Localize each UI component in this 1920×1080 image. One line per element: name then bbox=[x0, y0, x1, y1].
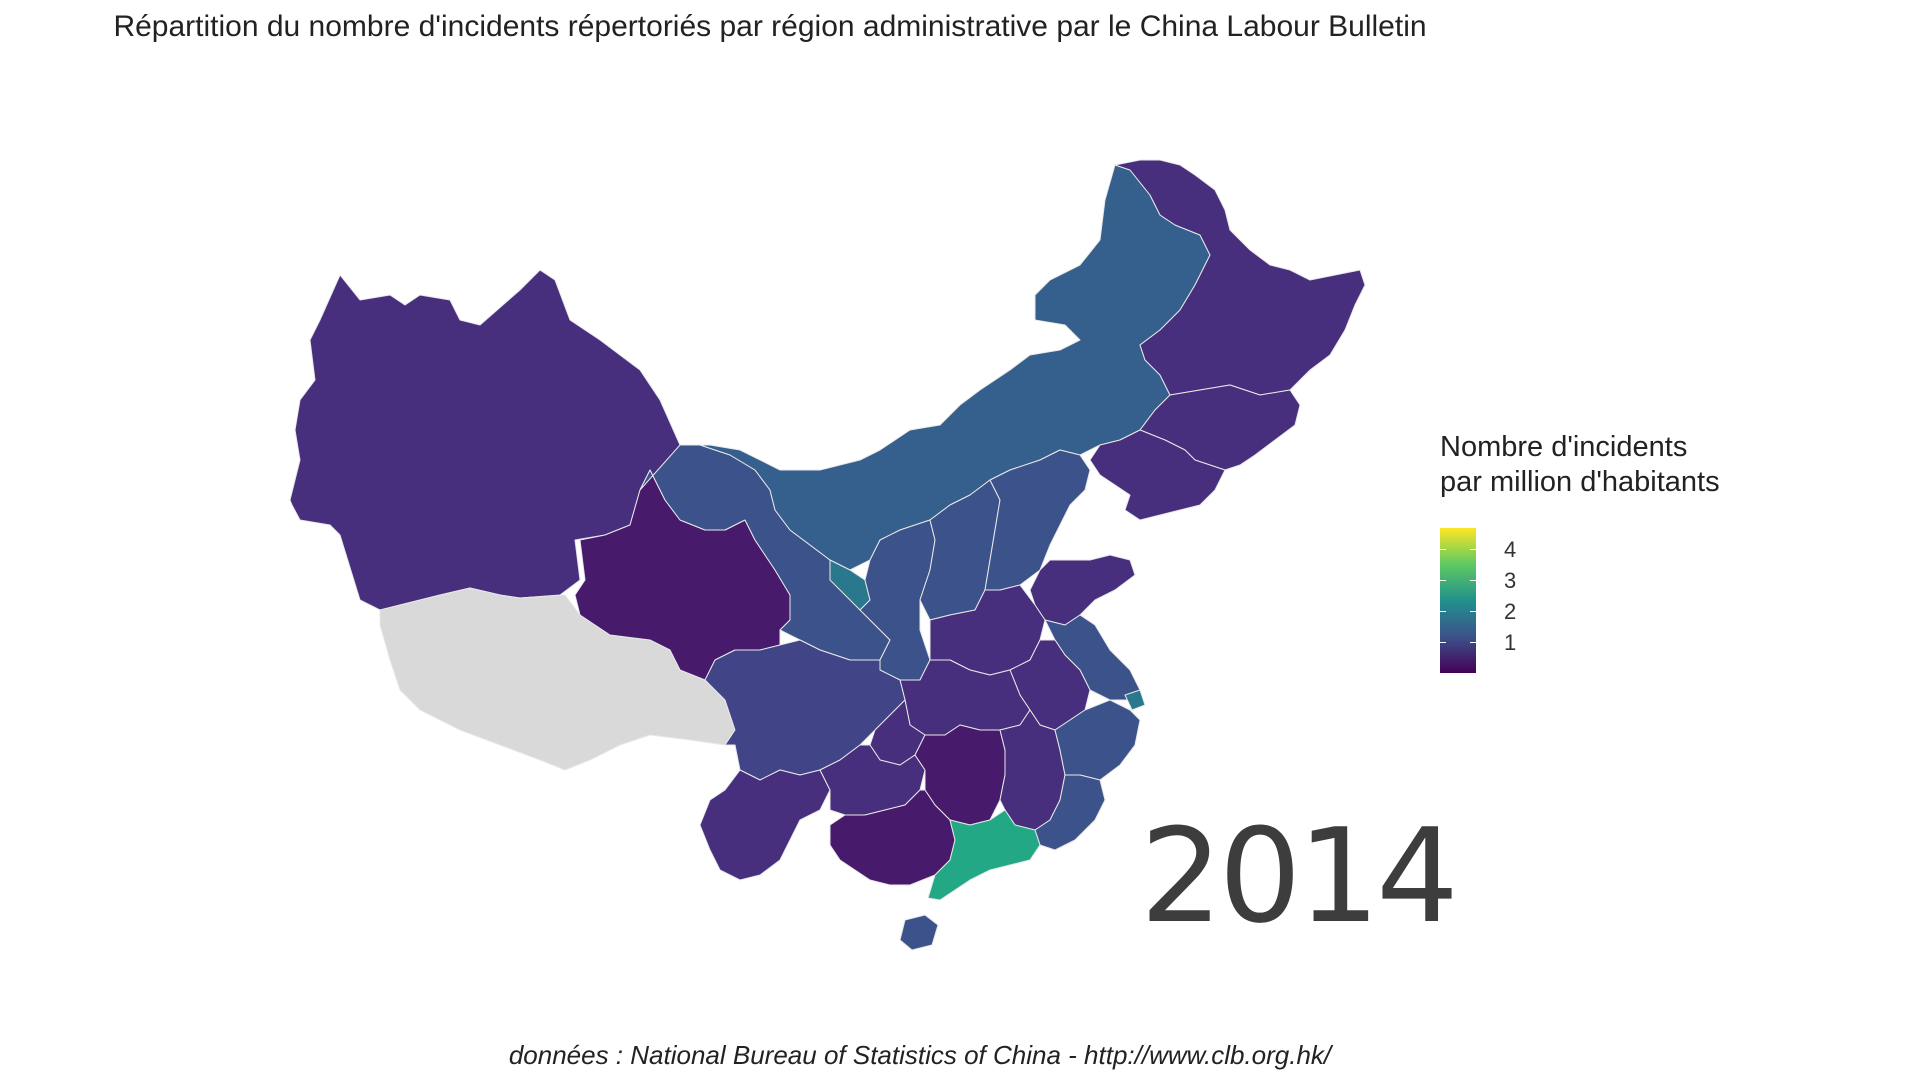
region-fujian bbox=[1034, 774, 1106, 851]
region-heilongjiang bbox=[1114, 159, 1366, 396]
year-label: 2014 bbox=[1140, 800, 1459, 952]
legend-tick-4: 4 bbox=[1504, 537, 1517, 562]
region-yunnan bbox=[699, 769, 831, 881]
legend-title-line2: par million d'habitants bbox=[1440, 466, 1720, 498]
legend-title: Nombre d'incidents par million d'habitan… bbox=[1440, 430, 1780, 500]
region-guizhou bbox=[819, 744, 926, 816]
legend-tick-1: 1 bbox=[1504, 630, 1517, 655]
region-liaoning bbox=[1089, 429, 1226, 521]
legend-tick-3: 3 bbox=[1504, 568, 1517, 593]
legend-title-line1: Nombre d'incidents bbox=[1440, 431, 1688, 463]
legend-tick-2: 2 bbox=[1504, 599, 1517, 624]
legend-colorbar bbox=[1440, 528, 1476, 673]
region-shanghai bbox=[1124, 689, 1146, 711]
data-source-caption: données : National Bureau of Statistics … bbox=[508, 1040, 1332, 1070]
color-legend: Nombre d'incidents par million d'habitan… bbox=[1440, 430, 1780, 673]
region-hunan bbox=[914, 724, 1006, 826]
region-guangdong bbox=[927, 809, 1041, 901]
region-shandong bbox=[1029, 554, 1136, 626]
region-hebei bbox=[984, 449, 1091, 591]
map-title: Répartition du nombre d'incidents répert… bbox=[113, 10, 1427, 43]
region-hainan bbox=[899, 914, 939, 951]
